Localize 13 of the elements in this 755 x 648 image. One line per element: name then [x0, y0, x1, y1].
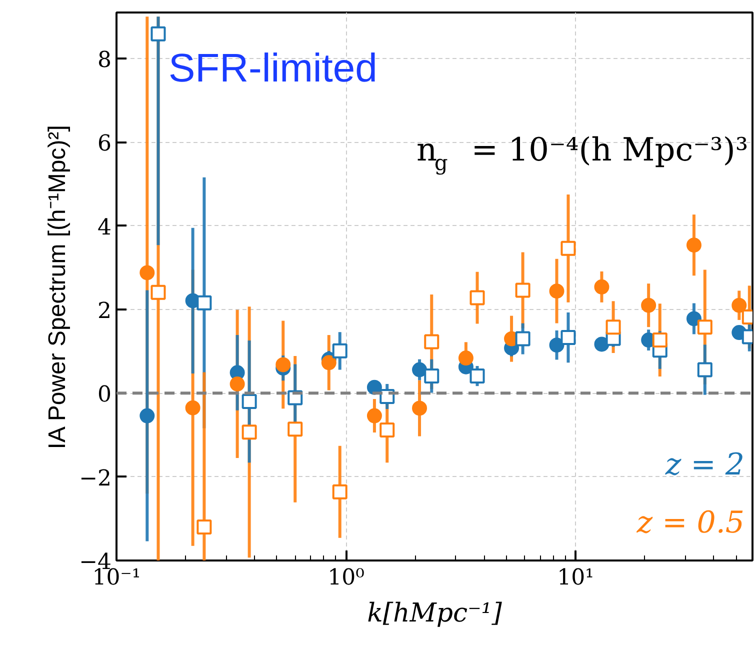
x-axis-title: k[hMpc⁻¹]	[367, 598, 503, 628]
y-tick-label: 6	[98, 132, 112, 157]
y-tick-label: 8	[98, 48, 112, 74]
text: z = 0.5	[636, 506, 745, 540]
x-tick-label: 10⁰	[328, 566, 365, 590]
y-tick-label: 2	[98, 299, 112, 324]
y-tick-label: −2	[79, 466, 112, 492]
x-tick-label: 10¹	[557, 566, 594, 590]
annotation: SFR-limited	[168, 46, 378, 90]
y-axis-title: IA Power Spectrum [(h⁻¹Mpc)²]	[44, 125, 72, 450]
y-tick-label: 4	[98, 215, 112, 240]
y-tick-label: 0	[98, 382, 112, 408]
text: z = 2	[664, 448, 745, 482]
